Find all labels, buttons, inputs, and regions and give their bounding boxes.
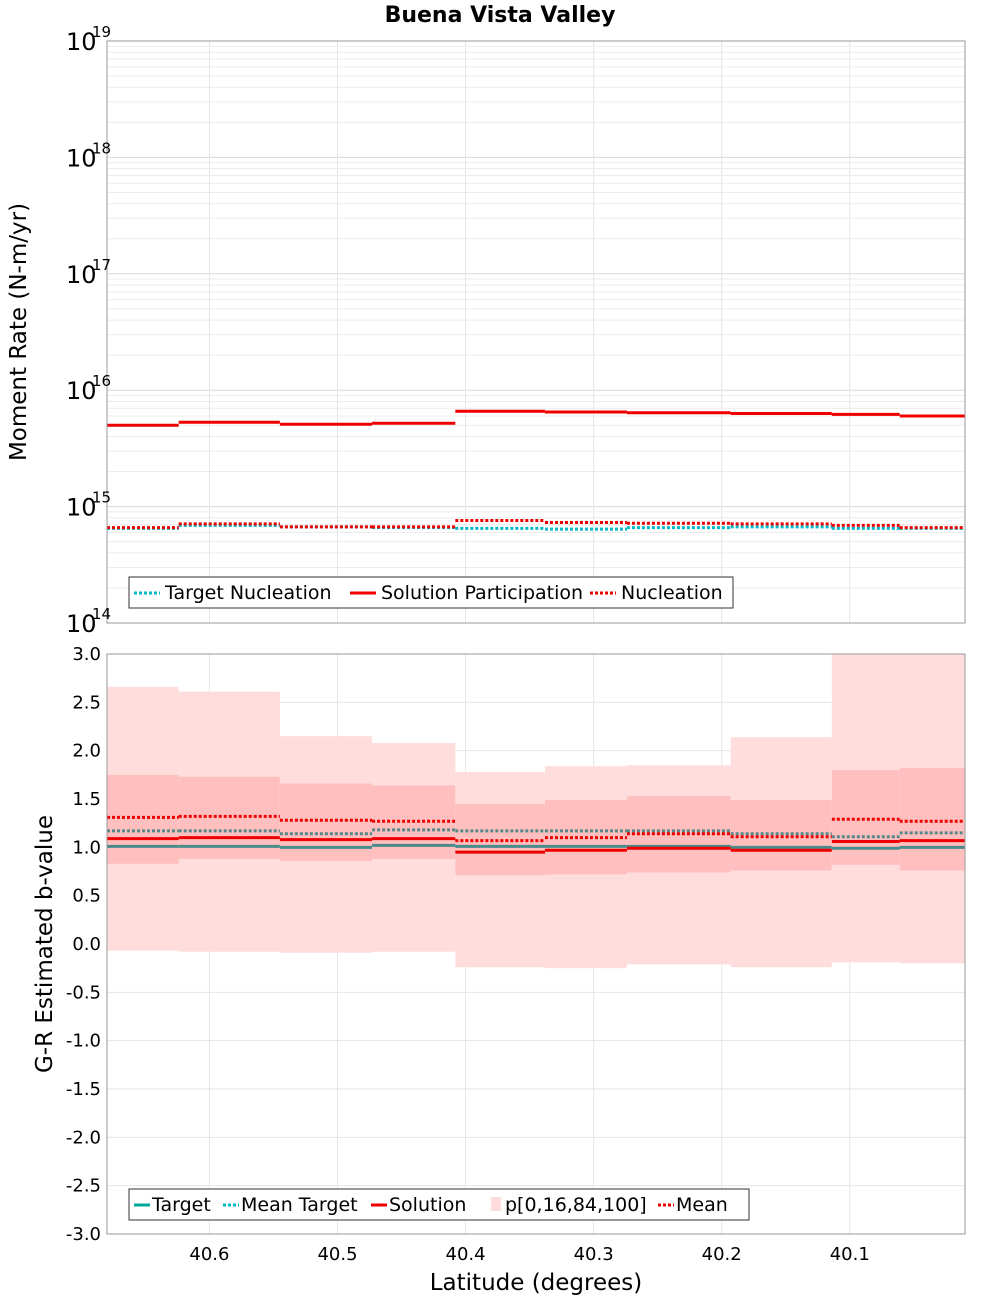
band-p16-p84 [455,803,545,876]
y-tick-label: 10 [66,377,97,405]
legend-label: Solution [389,1194,466,1216]
y-tick-label: 2.5 [72,692,101,713]
b-value-series [107,814,965,854]
y-tick-label: 3.0 [72,644,101,665]
x-tick-label: 40.5 [317,1244,357,1265]
legend-label: Solution Participation [381,582,583,604]
legend-label: Mean [676,1194,728,1216]
y-tick-exponent: 19 [92,23,111,41]
moment-rate-series [107,409,965,531]
legend-box [128,576,734,609]
y-tick-label: 10 [66,261,97,289]
chart-title: Buena Vista Valley [385,3,616,28]
x-tick-label: 40.6 [189,1244,229,1265]
y-tick-exponent: 18 [92,139,111,157]
y-tick-label: 0.5 [72,886,101,907]
y-tick-label: 10 [66,28,97,56]
y-tick-label: -1.0 [66,1031,101,1052]
legend-swatch [491,1197,501,1211]
x-tick-label: 40.3 [574,1244,614,1265]
y-tick-label: -2.5 [66,1176,101,1197]
y-tick-label: 2.0 [72,741,101,762]
b-value-y-axis-label: G-R Estimated b-value [32,815,58,1073]
y-tick-exponent: 15 [92,489,111,507]
y-tick-exponent: 14 [92,605,111,623]
legend-box [128,1188,750,1221]
moment-rate-gridlines [107,41,965,624]
legend-label: Mean Target [241,1194,358,1216]
legend-label: Nucleation [621,582,723,604]
legend-label: Target [151,1194,211,1216]
band-p16-p84 [107,774,179,864]
y-tick-label: -2.0 [66,1127,101,1148]
x-tick-label: 40.1 [830,1244,870,1265]
y-tick-label: 0.0 [72,934,101,955]
b-value-y-ticks: 3.0 2.5 2.0 1.5 1.0 0.5 0.0 -0.5 -1.0 -1.5 -2.0 -2.… [66,644,101,1245]
moment-rate-y-axis-label: Moment Rate (N-m/yr) [6,203,32,461]
y-tick-label: 10 [66,610,97,638]
b-value-panel: 3.0 2.5 2.0 1.5 1.0 0.5 0.0 -0.5 -1.0 -1.5 -2.0 -2.… [32,644,966,1296]
moment-rate-legend: Target Nucleation Solution Participation N… [128,576,734,609]
y-tick-label: 10 [66,144,97,172]
b-value-x-ticks: 40.6 40.5 40.4 40.3 40.2 40.1 [189,1244,869,1265]
legend-label: p[0,16,84,100] [505,1194,647,1216]
b-value-percentile-bands [107,654,965,969]
b-value-legend: Target Mean Target Solution p[0,16,84,100] M… [128,1188,750,1221]
x-tick-label: 40.4 [446,1244,486,1265]
legend-label: Target Nucleation [164,582,332,604]
band-p16-p84 [831,770,900,865]
x-axis-label: Latitude (degrees) [430,1270,643,1296]
y-tick-exponent: 16 [92,372,111,390]
y-tick-label: -0.5 [66,982,101,1003]
y-tick-label: -3.0 [66,1224,101,1245]
y-tick-label: 10 [66,494,97,522]
y-tick-label: 1.0 [72,837,101,858]
band-p16-p84 [899,768,965,871]
y-tick-label: 1.5 [72,789,101,810]
b-value-plot-frame [106,653,966,1235]
moment-rate-plot-frame [106,40,966,624]
band-p16-p84 [279,783,373,861]
y-tick-exponent: 17 [92,256,111,274]
y-tick-label: -1.5 [66,1079,101,1100]
x-tick-label: 40.2 [702,1244,742,1265]
